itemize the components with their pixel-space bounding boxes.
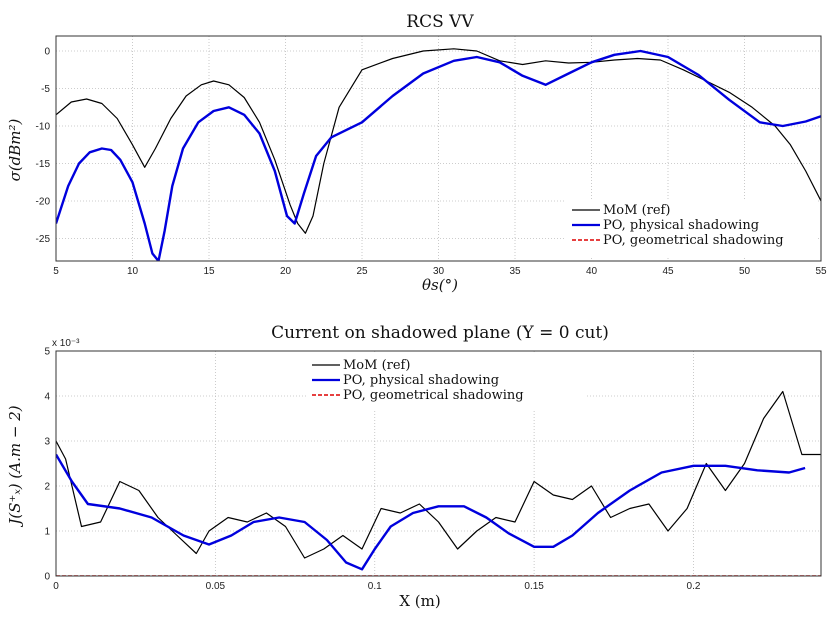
y-tick-label: -25	[36, 234, 51, 245]
y-tick-label: 1	[44, 527, 50, 538]
y-tick-label: 0	[44, 47, 50, 58]
x-tick-label: 0.05	[206, 581, 226, 592]
plot-frame	[55, 350, 822, 577]
legend-label: PO, physical shadowing	[343, 373, 499, 388]
x-tick-label: 30	[433, 266, 445, 277]
x-tick-label: 45	[662, 266, 674, 277]
y-tick-label: -20	[36, 197, 51, 208]
y-tick-label: -10	[36, 122, 51, 133]
y-tick-labels: 0 1 2 3 4 5	[44, 347, 50, 583]
x-tick-label: 0.1	[368, 581, 382, 592]
x-tick-label: 20	[280, 266, 292, 277]
series-line-0	[56, 390, 821, 559]
x-tick-labels: 5 10 15 20 25 30 35 40 45 50 55	[53, 266, 827, 277]
x-tick-label: 0.15	[524, 581, 544, 592]
y-tick-label: 5	[44, 347, 50, 358]
y-axis-label: σ(dBm²)	[6, 118, 24, 181]
y-tick-label: 0	[44, 572, 50, 583]
x-tick-label: 35	[509, 266, 521, 277]
x-tick-label: 25	[356, 266, 368, 277]
x-tick-label: 15	[203, 266, 215, 277]
x-tick-label: 55	[815, 266, 827, 277]
x-axis-label: θs(°)	[422, 276, 458, 294]
legend-label: PO, geometrical shadowing	[343, 388, 524, 403]
y-tick-label: -15	[36, 159, 51, 170]
legend-label: PO, geometrical shadowing	[603, 233, 784, 248]
x-tick-label: 40	[586, 266, 598, 277]
y-tick-label: 4	[44, 392, 50, 403]
legend-label: PO, physical shadowing	[603, 218, 759, 233]
x-tick-label: 5	[53, 266, 59, 277]
x-tick-label: 0	[53, 581, 59, 592]
y-tick-label: 2	[44, 482, 50, 493]
legend-label: MoM (ref)	[343, 358, 410, 373]
x-tick-labels: 0 0.05 0.1 0.15 0.2	[53, 581, 701, 592]
x-tick-label: 50	[739, 266, 751, 277]
y-exponent-label: x 10⁻³	[52, 338, 80, 349]
chart-current-shadowed-plane: Current on shadowed plane (Y = 0 cut) x …	[6, 323, 822, 610]
legend-label: MoM (ref)	[603, 203, 670, 218]
series-group	[56, 390, 821, 576]
series-line-0	[56, 48, 821, 234]
series-line-1	[56, 453, 806, 571]
x-tick-label: 10	[127, 266, 139, 277]
chart-title: Current on shadowed plane (Y = 0 cut)	[271, 323, 609, 343]
series-line-1	[56, 49, 821, 261]
plot-frame	[55, 35, 822, 262]
x-axis-label: X (m)	[399, 592, 440, 610]
series-group	[56, 48, 821, 261]
x-tick-label: 0.2	[687, 581, 701, 592]
chart-rcs-vv: RCS VV 5 10 15 20 25 30 35 40 45 50 55 0 -5 -10 -15 -2…	[6, 12, 827, 294]
chart-title: RCS VV	[406, 12, 474, 32]
y-tick-label: 3	[44, 437, 50, 448]
y-axis-label: J(S⁺ₓ) (A.m − 2)	[6, 405, 24, 527]
y-tick-labels: 0 -5 -10 -15 -20 -25	[36, 47, 51, 246]
y-tick-label: -5	[41, 84, 50, 95]
